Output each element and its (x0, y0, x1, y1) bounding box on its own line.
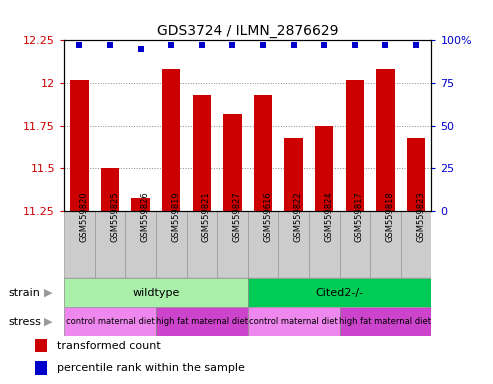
Bar (223, 114, 242, 211)
Text: wildtype: wildtype (132, 288, 179, 298)
Title: GDS3724 / ILMN_2876629: GDS3724 / ILMN_2876629 (157, 24, 339, 38)
Bar (217, 211, 247, 278)
Bar (284, 138, 303, 211)
Bar (125, 211, 156, 278)
Bar (376, 70, 394, 211)
Point (75, 42, 83, 48)
Text: GSM559826: GSM559826 (141, 191, 149, 242)
Bar (401, 211, 431, 278)
Text: ▶: ▶ (44, 316, 53, 327)
Bar (340, 211, 370, 278)
Text: strain: strain (9, 288, 41, 298)
Point (290, 42, 298, 48)
Bar (346, 79, 364, 211)
Bar (193, 95, 211, 211)
Bar (101, 169, 119, 211)
Bar (162, 70, 180, 211)
Text: GSM559827: GSM559827 (232, 191, 242, 242)
Point (259, 42, 267, 48)
Bar (370, 211, 401, 278)
Bar (247, 211, 279, 278)
Text: GSM559821: GSM559821 (202, 191, 211, 242)
Point (167, 42, 175, 48)
Bar (64, 278, 247, 307)
Bar (95, 211, 125, 278)
Bar (407, 138, 425, 211)
Bar (156, 307, 247, 336)
Bar (247, 278, 431, 307)
Point (351, 42, 359, 48)
Text: high fat maternal diet: high fat maternal diet (340, 317, 431, 326)
Bar (132, 197, 150, 211)
Text: percentile rank within the sample: percentile rank within the sample (57, 363, 245, 373)
Bar (315, 126, 333, 211)
Bar (254, 95, 272, 211)
Bar (340, 307, 431, 336)
Bar (64, 307, 156, 336)
Text: GSM559616: GSM559616 (263, 191, 272, 242)
Text: control maternal diet: control maternal diet (66, 317, 154, 326)
Bar (247, 307, 340, 336)
Point (412, 42, 420, 48)
Text: GSM559825: GSM559825 (110, 191, 119, 242)
Text: ▶: ▶ (44, 288, 53, 298)
Text: GSM559822: GSM559822 (294, 191, 303, 242)
Text: GSM559818: GSM559818 (386, 191, 394, 242)
Text: GSM559820: GSM559820 (79, 191, 88, 242)
Text: transformed count: transformed count (57, 341, 160, 351)
Text: GSM559824: GSM559824 (324, 191, 333, 242)
Bar (35, 339, 47, 353)
Text: Cited2-/-: Cited2-/- (316, 288, 364, 298)
Text: stress: stress (9, 316, 42, 327)
Bar (156, 211, 186, 278)
Bar (64, 211, 95, 278)
Point (382, 42, 389, 48)
Point (137, 46, 144, 52)
Point (320, 42, 328, 48)
Point (228, 42, 236, 48)
Text: high fat maternal diet: high fat maternal diet (156, 317, 248, 326)
Point (198, 42, 206, 48)
Text: GSM559819: GSM559819 (171, 191, 180, 242)
Bar (279, 211, 309, 278)
Bar (186, 211, 217, 278)
Bar (309, 211, 340, 278)
Text: control maternal diet: control maternal diet (249, 317, 338, 326)
Text: GSM559823: GSM559823 (416, 191, 425, 242)
Bar (70, 79, 89, 211)
Bar (35, 361, 47, 375)
Text: GSM559817: GSM559817 (355, 191, 364, 242)
Point (106, 42, 114, 48)
